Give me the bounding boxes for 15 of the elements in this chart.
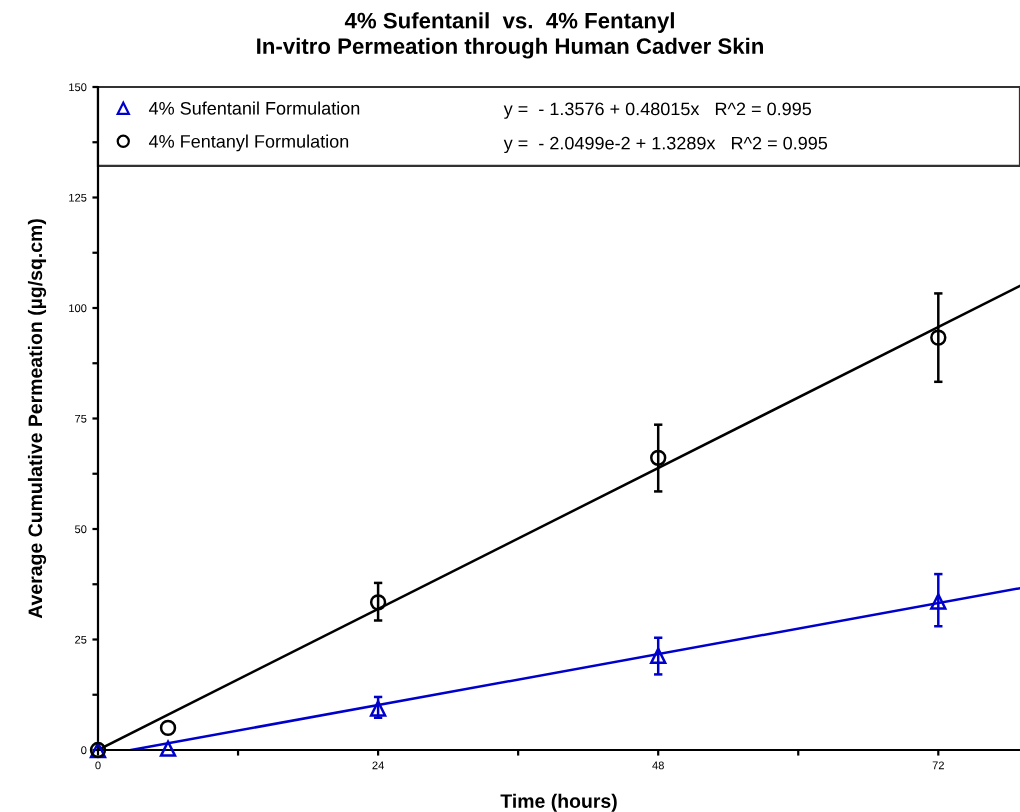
legend-label: 4% Sufentanil Formulation (148, 101, 360, 115)
annotation: y = - 2.0499e-2 + 1.3289x R^2 = 0.995 (503, 136, 828, 154)
annotation: y = - 1.3576 + 0.48015x R^2 = 0.995 (503, 102, 812, 119)
point (159, 740, 177, 757)
point (369, 594, 387, 611)
point (930, 329, 947, 346)
legend-label: 4% Fentanyl Formulation (148, 134, 349, 152)
chart-title: 4% Sufentanil vs. 4% Fentanyl In-vitro Permeation through Human Cadver Skin (257, 12, 763, 59)
point (650, 647, 667, 665)
point (650, 449, 667, 467)
point (159, 719, 177, 737)
point (930, 593, 947, 610)
point (369, 700, 387, 717)
x-axis-title: Time (hours) (500, 793, 617, 812)
y-axis-title: Average Cumulative Permeation (µg/sq.cm) (27, 219, 47, 619)
